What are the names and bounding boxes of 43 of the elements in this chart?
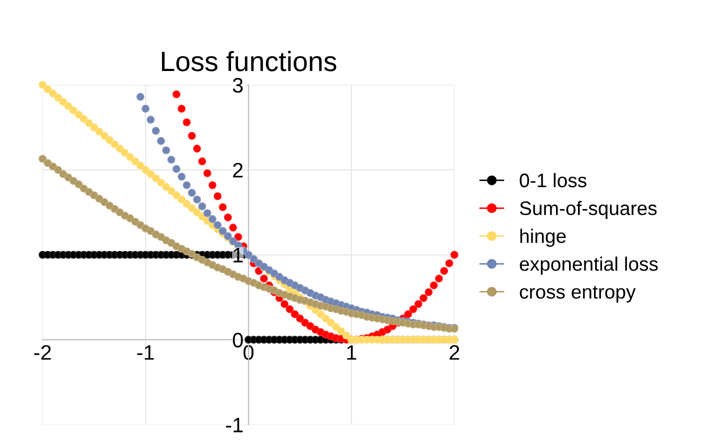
- point: [229, 224, 238, 232]
- y-tick-label: 3: [232, 78, 243, 93]
- point: [224, 213, 232, 222]
- y-tick-label: 0: [232, 332, 243, 348]
- point: [409, 305, 418, 314]
- x-tick-label: 1: [347, 345, 356, 360]
- point: [445, 259, 454, 268]
- point: [214, 192, 222, 200]
- legend-label: hinge: [520, 228, 566, 247]
- point: [424, 288, 433, 296]
- point: [203, 169, 212, 178]
- legend-label: exponential loss: [520, 256, 658, 275]
- legend-label: cross entropy: [520, 286, 636, 303]
- point: [218, 203, 227, 212]
- chart-title: Loss functions: [162, 50, 336, 72]
- point: [404, 310, 412, 318]
- x-tick-label: 0: [244, 345, 254, 360]
- point: [414, 300, 422, 308]
- point: [198, 157, 206, 166]
- point: [440, 266, 448, 275]
- legend-label: 0-1 loss: [520, 173, 586, 188]
- point: [290, 310, 299, 318]
- point: [296, 314, 304, 322]
- point: [260, 274, 268, 283]
- x-tick-label: -1: [137, 345, 154, 360]
- point: [182, 118, 191, 126]
- point: [286, 305, 294, 314]
- point: [450, 250, 458, 259]
- point: [434, 274, 443, 283]
- point: [208, 181, 216, 190]
- point: [280, 300, 288, 308]
- point: [172, 90, 180, 98]
- point: [193, 144, 201, 153]
- point: [234, 232, 242, 241]
- point: [430, 281, 438, 290]
- y-tick-label: 2: [233, 162, 243, 178]
- point: [188, 132, 196, 140]
- y-tick-label: -1: [226, 418, 243, 432]
- x-tick-label: -2: [34, 345, 51, 360]
- legend-label: Sum-of-squares: [520, 200, 657, 220]
- point: [420, 294, 428, 302]
- point: [178, 104, 186, 113]
- x-tick-label: 2: [450, 345, 460, 360]
